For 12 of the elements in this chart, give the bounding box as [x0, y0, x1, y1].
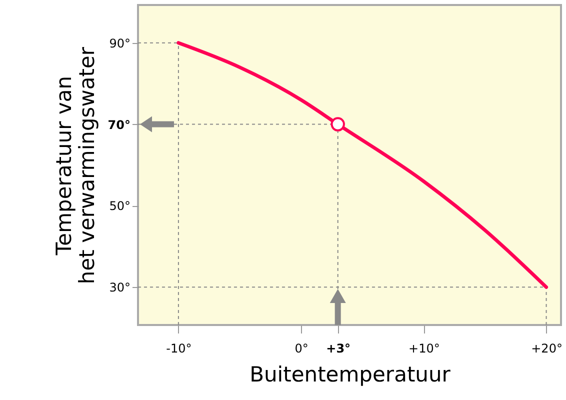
y-tick-label: 90° [109, 36, 130, 50]
line-series [176, 41, 548, 289]
x-tick-label: 0° [294, 342, 308, 356]
y-tick-label: 70° [108, 118, 130, 132]
y-tick-label: 50° [109, 199, 130, 214]
x-tick-label: +10° [408, 342, 440, 356]
x-axis-title: Buitentemperatuur [250, 362, 451, 386]
x-tick-label: +3° [326, 342, 351, 356]
y-axis-title: Temperatuur van het verwarmingswater [52, 46, 99, 284]
x-tick-label: +20° [531, 342, 562, 356]
x-tick-label: -10° [166, 342, 192, 356]
y-tick-label: 30° [109, 280, 130, 295]
